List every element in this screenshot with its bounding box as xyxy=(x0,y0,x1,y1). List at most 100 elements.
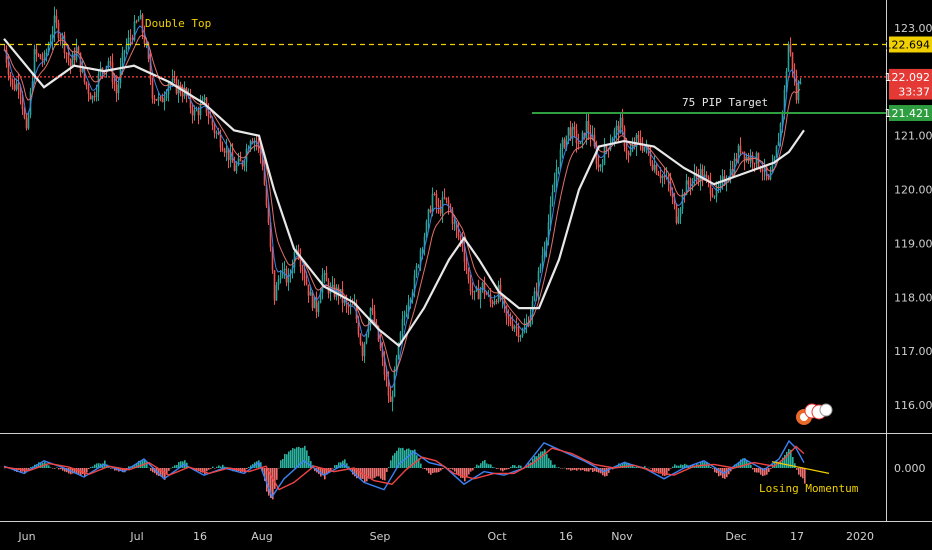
macd-histogram-bar xyxy=(504,468,506,471)
candle-body xyxy=(53,15,56,34)
candle-body xyxy=(559,149,562,168)
candle-body xyxy=(373,311,376,325)
macd-histogram-bar xyxy=(668,468,670,471)
macd-histogram-bar xyxy=(212,466,214,468)
time-tick-label: Aug xyxy=(251,530,272,543)
macd-histogram-bar xyxy=(554,464,556,468)
candle-body xyxy=(261,155,264,167)
candle-body xyxy=(41,58,44,61)
candle-body xyxy=(139,14,142,20)
candle-body xyxy=(387,379,390,396)
macd-pane[interactable]: Losing Momentum xyxy=(3,439,859,500)
macd-histogram-bar xyxy=(568,468,570,470)
candle-body xyxy=(89,94,92,100)
time-axis[interactable]: Jun Jul 16 Aug Sep Oct 16 Nov Dec 17 2020 xyxy=(17,530,874,543)
candle-body xyxy=(711,194,714,197)
candle-body xyxy=(385,374,388,380)
macd-histogram-bar xyxy=(458,468,460,476)
macd-histogram-bar xyxy=(46,463,48,468)
candle-body xyxy=(779,123,782,142)
macd-histogram-bar xyxy=(298,446,300,468)
candle-body xyxy=(163,98,166,103)
candle-body xyxy=(273,270,276,301)
candle-body xyxy=(319,292,322,304)
candle-body xyxy=(23,109,26,118)
macd-histogram-bar xyxy=(180,461,182,468)
candle-body xyxy=(535,291,538,293)
candle-body xyxy=(399,332,402,344)
macd-histogram-bar xyxy=(744,458,746,468)
candle-body xyxy=(473,290,476,293)
macd-histogram-bar xyxy=(306,450,308,468)
macd-histogram-bar xyxy=(162,468,164,478)
candle-body xyxy=(57,22,60,38)
macd-histogram-bar xyxy=(652,468,654,471)
macd-histogram-bar xyxy=(494,467,496,469)
macd-histogram-bar xyxy=(742,458,744,468)
candle-body xyxy=(67,53,70,60)
macd-histogram-bar xyxy=(54,468,56,469)
candle-body xyxy=(407,302,410,313)
macd-histogram-bar xyxy=(508,468,510,470)
macd-histogram-bar xyxy=(550,460,552,468)
candle-body xyxy=(767,175,770,180)
macd-histogram-bar xyxy=(726,468,728,478)
macd-histogram-bar xyxy=(410,449,412,468)
candle-body xyxy=(649,153,652,164)
candle-body xyxy=(469,279,472,292)
macd-histogram-bar xyxy=(460,468,462,478)
macd-histogram-bar xyxy=(452,468,454,470)
macd-histogram-bar xyxy=(414,449,416,468)
candle-body xyxy=(83,68,86,82)
macd-histogram-bar xyxy=(62,468,64,471)
macd-histogram-bar xyxy=(348,466,350,468)
candle-body xyxy=(369,307,372,325)
candle-body xyxy=(565,135,568,148)
macd-histogram-bar xyxy=(392,455,394,468)
candle-body xyxy=(281,270,284,278)
macd-histogram-bar xyxy=(224,466,226,468)
macd-histogram-bar xyxy=(396,450,398,468)
candle-body xyxy=(49,41,52,46)
macd-histogram-bar xyxy=(400,448,402,468)
candle-body xyxy=(789,44,792,53)
candle-body xyxy=(117,83,120,94)
candle-body xyxy=(223,150,226,153)
macd-histogram-bar xyxy=(512,464,514,468)
macd-histogram-bar xyxy=(270,468,272,498)
candle-body xyxy=(765,166,768,176)
candle-body xyxy=(311,291,314,309)
candle-body xyxy=(715,187,718,197)
price-pane[interactable]: Double Top 75 PIP Target xyxy=(0,6,886,425)
candle-body xyxy=(141,14,144,33)
candle-body xyxy=(775,145,778,158)
macd-histogram-bar xyxy=(166,468,168,475)
macd-histogram-bar xyxy=(476,464,478,468)
candle-body xyxy=(229,151,232,161)
candle-body xyxy=(511,323,514,329)
candle-body xyxy=(309,291,312,296)
macd-histogram-bar xyxy=(540,451,542,468)
macd-histogram-bar xyxy=(630,465,632,468)
macd-histogram-bar xyxy=(564,467,566,469)
macd-histogram-bar xyxy=(514,465,516,468)
macd-histogram-bar xyxy=(40,463,42,468)
candle-body xyxy=(569,127,572,139)
macd-histogram-bar xyxy=(420,463,422,468)
candle-body xyxy=(601,164,604,166)
candle-body xyxy=(21,95,24,110)
macd-histogram-bar xyxy=(64,468,66,472)
candle-body xyxy=(589,132,592,140)
macd-histogram-bar xyxy=(660,468,662,474)
candle-body xyxy=(151,79,154,99)
candle-body xyxy=(379,340,382,350)
event-icon[interactable] xyxy=(819,403,833,417)
event-icons[interactable] xyxy=(796,403,833,425)
candle-body xyxy=(659,175,662,179)
candle-body xyxy=(359,334,362,345)
macd-histogram-bar xyxy=(310,461,312,468)
candle-body xyxy=(45,52,48,54)
candle-body xyxy=(619,117,622,134)
candle-body xyxy=(127,37,130,45)
